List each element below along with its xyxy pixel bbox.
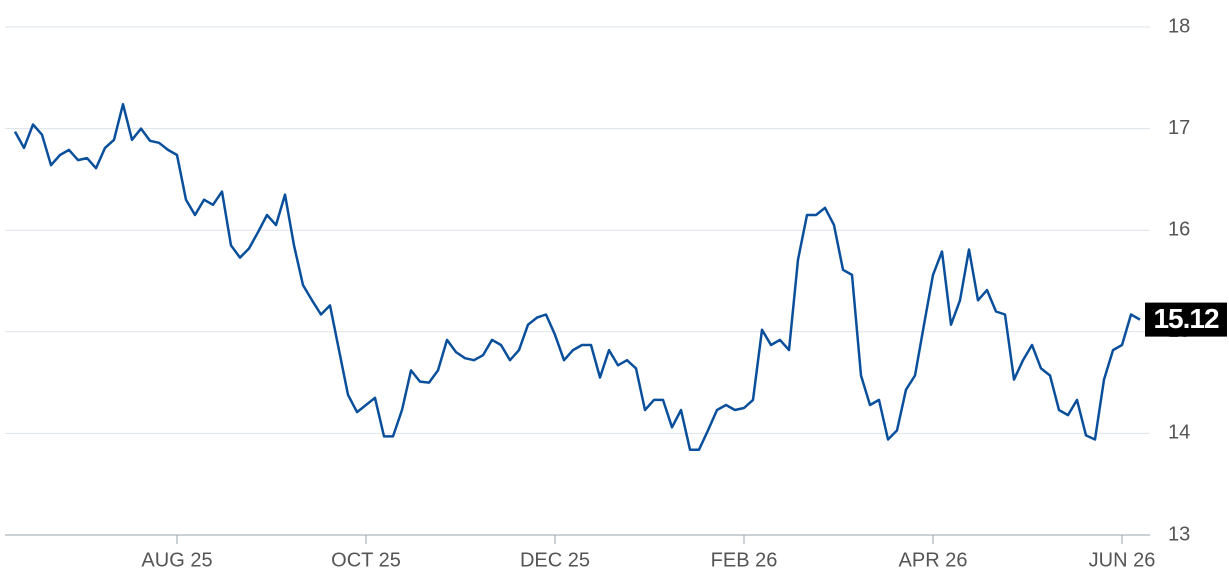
x-tick-label: AUG 25: [141, 549, 212, 571]
x-tick-label: FEB 26: [711, 549, 778, 571]
y-tick-label: 13: [1168, 523, 1190, 545]
x-tick-label: DEC 25: [520, 549, 590, 571]
y-tick-label: 16: [1168, 218, 1190, 240]
x-tick-label: JUN 26: [1089, 549, 1156, 571]
price-line: [13, 102, 1141, 451]
y-tick-label: 18: [1168, 15, 1190, 37]
y-tick-label: 14: [1168, 422, 1190, 444]
y-tick-label: 17: [1168, 117, 1190, 139]
x-tick-label: OCT 25: [331, 549, 401, 571]
x-tick-label: APR 26: [899, 549, 968, 571]
last-value-label: 15.12: [1153, 303, 1218, 334]
last-value-box: [1145, 302, 1227, 337]
